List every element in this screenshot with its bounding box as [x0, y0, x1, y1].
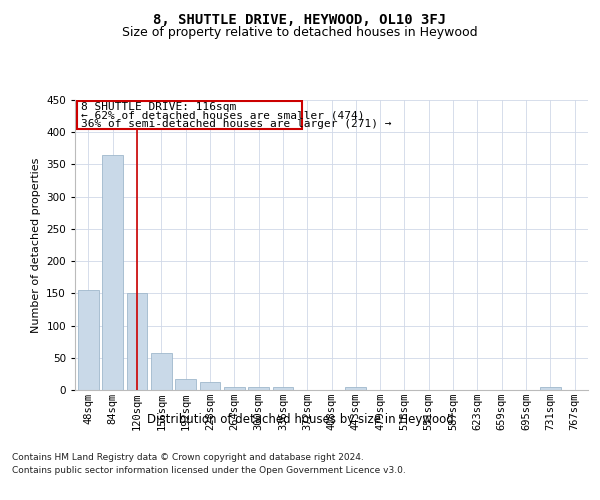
Text: Contains HM Land Registry data © Crown copyright and database right 2024.: Contains HM Land Registry data © Crown c… [12, 452, 364, 462]
Text: 36% of semi-detached houses are larger (271) →: 36% of semi-detached houses are larger (… [81, 118, 392, 128]
Bar [224, 387, 245, 390]
Bar [151, 352, 172, 390]
Text: Contains public sector information licensed under the Open Government Licence v3: Contains public sector information licen… [12, 466, 406, 475]
Bar [77, 102, 302, 129]
Bar [78, 290, 99, 390]
Text: Distribution of detached houses by size in Heywood: Distribution of detached houses by size … [146, 412, 454, 426]
Bar [248, 388, 269, 390]
Bar [346, 387, 366, 390]
Y-axis label: Number of detached properties: Number of detached properties [31, 158, 41, 332]
Text: Size of property relative to detached houses in Heywood: Size of property relative to detached ho… [122, 26, 478, 39]
Text: 8 SHUTTLE DRIVE: 116sqm: 8 SHUTTLE DRIVE: 116sqm [81, 102, 236, 112]
Text: 8, SHUTTLE DRIVE, HEYWOOD, OL10 3FJ: 8, SHUTTLE DRIVE, HEYWOOD, OL10 3FJ [154, 12, 446, 26]
Bar [200, 382, 220, 390]
Bar [127, 294, 148, 390]
Bar [103, 155, 123, 390]
Bar [272, 387, 293, 390]
Bar [540, 387, 560, 390]
Bar [175, 379, 196, 390]
Text: ← 62% of detached houses are smaller (474): ← 62% of detached houses are smaller (47… [81, 110, 365, 120]
